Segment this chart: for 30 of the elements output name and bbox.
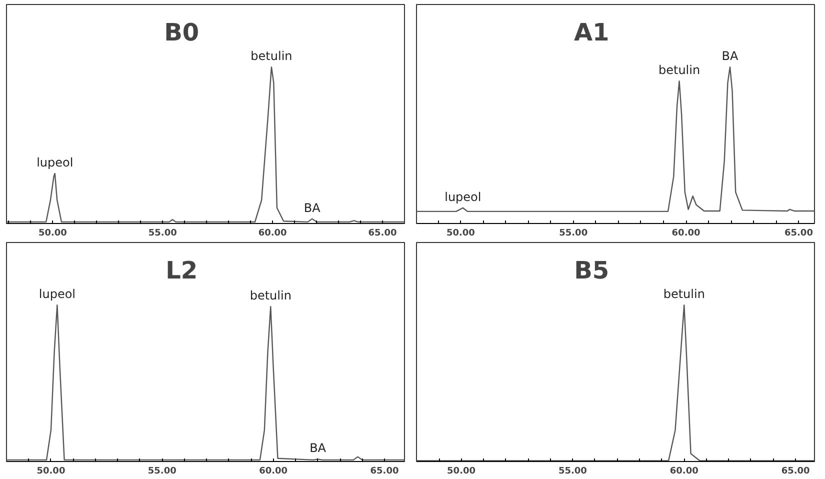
- annotation: betulin: [250, 49, 292, 64]
- annotation: BA: [304, 200, 322, 215]
- x-tick-label: 55.00: [558, 466, 587, 476]
- annotation: BA: [310, 441, 327, 456]
- x-tick-label: 65.00: [781, 466, 810, 476]
- annotation: BA: [722, 49, 739, 64]
- annotation: betulin: [658, 63, 700, 78]
- annotation: lupeol: [444, 190, 482, 204]
- chart-title: B0: [164, 18, 200, 46]
- x-tick-label: 65.00: [370, 466, 399, 476]
- x-tick-label: 60.00: [672, 228, 700, 238]
- chart-title: L2: [166, 256, 198, 284]
- x-tick-label: 55.00: [559, 228, 588, 238]
- x-tick-label: 60.00: [259, 466, 288, 476]
- chart-title: B5: [574, 256, 610, 284]
- annotation: lupeol: [38, 287, 76, 302]
- x-tick-label: 65.00: [784, 228, 813, 238]
- x-tick-label: 55.00: [148, 466, 176, 476]
- x-tick-label: 50.00: [36, 466, 66, 476]
- x-tick-label: 55.00: [148, 228, 177, 238]
- x-tick-label: 60.00: [670, 466, 698, 476]
- x-tick-label: 50.00: [447, 466, 476, 476]
- x-tick-label: 60.00: [258, 228, 287, 238]
- x-tick-label: 50.00: [446, 228, 475, 238]
- x-tick-label: 50.00: [38, 228, 67, 238]
- x-tick-label: 65.00: [368, 228, 397, 238]
- chart-title: A1: [574, 18, 610, 46]
- annotation: betulin: [663, 287, 705, 302]
- annotation: betulin: [250, 288, 292, 303]
- annotation: lupeol: [36, 155, 74, 170]
